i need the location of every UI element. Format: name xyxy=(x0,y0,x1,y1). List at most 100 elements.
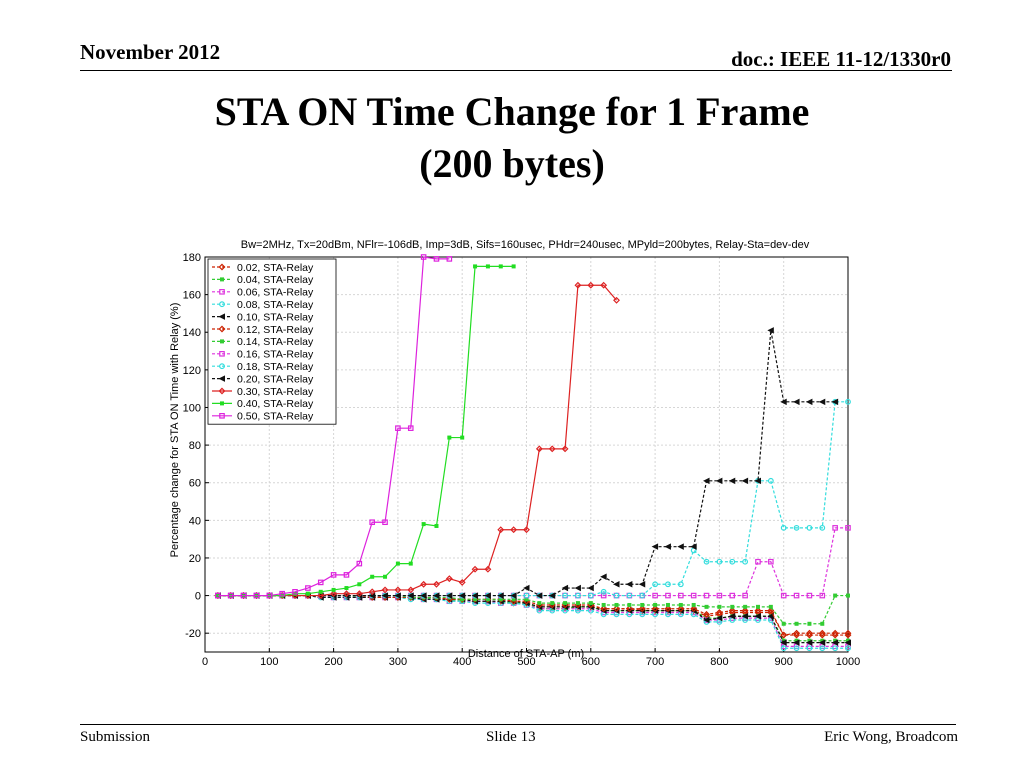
legend-label: 0.08, STA-Relay xyxy=(237,299,314,311)
data-point xyxy=(806,524,813,531)
legend-swatch-marker xyxy=(220,401,225,406)
data-point xyxy=(548,592,556,599)
data-point xyxy=(704,604,709,609)
data-point xyxy=(511,264,516,269)
data-point xyxy=(407,586,415,594)
header-doc-id: doc.: IEEE 11-12/1330r0 xyxy=(731,47,951,71)
x-tick-label: 200 xyxy=(324,656,342,665)
data-point xyxy=(844,631,852,639)
data-point xyxy=(793,631,801,639)
legend-entry: 0.40, STA-Relay xyxy=(212,398,314,410)
data-point xyxy=(768,604,773,609)
data-point xyxy=(600,573,607,581)
data-point xyxy=(447,435,452,440)
legend-label: 0.40, STA-Relay xyxy=(237,398,314,410)
legend-swatch-marker xyxy=(219,288,225,295)
series-4 xyxy=(214,592,851,652)
data-point xyxy=(653,602,658,607)
data-point xyxy=(690,605,698,613)
x-tick-label: 0 xyxy=(202,656,208,665)
legend-entry: 0.08, STA-Relay xyxy=(212,299,314,311)
data-point xyxy=(395,561,400,566)
data-point xyxy=(820,621,825,626)
legend-entry: 0.20, STA-Relay xyxy=(212,373,314,385)
data-point xyxy=(407,425,414,431)
data-point xyxy=(729,592,736,599)
y-tick-label: 60 xyxy=(189,478,201,490)
data-point xyxy=(793,592,800,599)
data-point xyxy=(305,585,311,591)
data-point xyxy=(318,589,323,594)
legend-label: 0.10, STA-Relay xyxy=(237,311,314,323)
data-point xyxy=(818,629,826,637)
legend-entry: 0.14, STA-Relay xyxy=(212,336,314,348)
data-point xyxy=(754,477,761,485)
data-point xyxy=(729,558,736,565)
data-point xyxy=(215,592,221,599)
series-6 xyxy=(214,592,852,639)
series-layer xyxy=(214,254,852,652)
data-point xyxy=(433,580,440,588)
data-point xyxy=(665,602,670,607)
data-point xyxy=(715,609,723,616)
data-point xyxy=(664,605,672,613)
data-point xyxy=(395,425,401,431)
data-point xyxy=(357,582,362,587)
data-point xyxy=(678,592,684,599)
data-point xyxy=(690,543,697,550)
y-axis-label: Percentage change for STA ON Time with R… xyxy=(169,303,181,558)
data-point xyxy=(715,477,723,485)
data-point xyxy=(331,587,336,592)
legend-swatch-marker xyxy=(218,313,225,320)
legend-swatch-marker xyxy=(218,387,226,395)
y-tick-label: 0 xyxy=(195,591,201,603)
data-point xyxy=(716,558,723,565)
data-point xyxy=(471,565,479,573)
data-point xyxy=(266,592,273,599)
data-point xyxy=(703,610,710,618)
data-point xyxy=(741,607,749,615)
data-point xyxy=(755,558,761,565)
data-point xyxy=(780,639,787,646)
data-point xyxy=(805,398,813,406)
data-point xyxy=(497,526,505,534)
footer-author: Eric Wong, Broadcom xyxy=(824,729,958,745)
header-divider xyxy=(80,70,952,71)
data-point xyxy=(717,604,722,609)
legend-entry: 0.10, STA-Relay xyxy=(212,311,314,323)
data-point xyxy=(625,605,633,613)
data-point xyxy=(780,524,787,531)
data-point xyxy=(767,477,774,484)
data-point xyxy=(780,398,787,406)
data-point xyxy=(651,605,659,613)
data-point xyxy=(665,592,671,599)
data-point xyxy=(793,398,800,406)
data-point xyxy=(741,477,749,485)
data-point xyxy=(563,601,568,606)
data-point xyxy=(407,592,414,599)
y-tick-label: 140 xyxy=(183,327,201,339)
legend-label: 0.06, STA-Relay xyxy=(237,287,314,299)
y-tick-label: 160 xyxy=(183,290,201,302)
footer-submission: Submission xyxy=(80,729,151,745)
data-point xyxy=(510,592,517,599)
data-point xyxy=(832,645,839,652)
data-point xyxy=(677,543,684,550)
data-point xyxy=(728,477,736,485)
legend-label: 0.02, STA-Relay xyxy=(237,262,314,274)
data-point xyxy=(356,560,363,567)
data-point xyxy=(317,592,325,600)
data-point xyxy=(601,602,606,607)
legend-swatch-marker xyxy=(219,350,225,357)
data-point xyxy=(651,543,659,550)
data-point xyxy=(819,592,826,599)
data-point xyxy=(703,558,710,565)
y-tick-label: 40 xyxy=(189,515,201,527)
data-point xyxy=(523,592,530,599)
legend-label: 0.30, STA-Relay xyxy=(237,386,314,398)
data-point xyxy=(844,629,852,637)
data-point xyxy=(754,613,761,620)
data-point xyxy=(818,639,826,646)
data-point xyxy=(421,522,426,527)
